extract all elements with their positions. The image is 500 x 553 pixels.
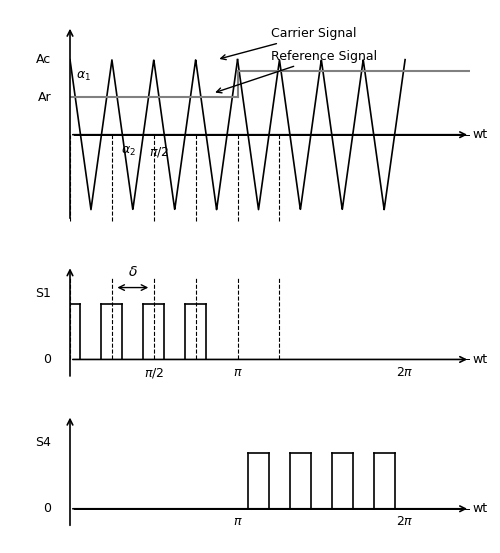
Text: wt: wt [472, 128, 488, 141]
Text: $\pi/2$: $\pi/2$ [144, 366, 164, 379]
Text: Ar: Ar [38, 91, 52, 103]
Text: S4: S4 [36, 436, 52, 449]
Text: $\alpha_1$: $\alpha_1$ [76, 70, 91, 82]
Text: Carrier Signal: Carrier Signal [221, 27, 356, 60]
Text: $\alpha_2$: $\alpha_2$ [121, 144, 136, 158]
Text: $\pi$: $\pi$ [232, 366, 242, 379]
Text: wt: wt [472, 502, 488, 515]
Text: S1: S1 [36, 286, 52, 300]
Text: $2\pi$: $2\pi$ [396, 515, 414, 528]
Text: wt: wt [472, 353, 488, 366]
Text: Reference Signal: Reference Signal [216, 50, 377, 93]
Text: Ac: Ac [36, 53, 52, 66]
Text: $\delta$: $\delta$ [128, 265, 138, 279]
Text: $\pi/2$: $\pi/2$ [149, 145, 169, 159]
Text: $2\pi$: $2\pi$ [396, 366, 414, 379]
Text: $\pi$: $\pi$ [232, 515, 242, 528]
Text: 0: 0 [44, 353, 52, 366]
Text: 0: 0 [44, 502, 52, 515]
